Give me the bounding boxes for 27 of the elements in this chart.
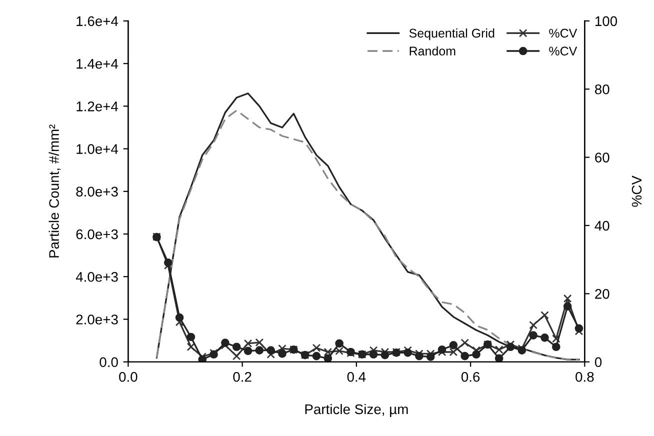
y-tick-label: 1.6e+4 [76, 16, 118, 26]
legend-label: Random [410, 46, 456, 56]
y2-tick-label: 100 [595, 16, 618, 26]
x-tick-label: 0.8 [576, 372, 594, 382]
legend-label: %CV [549, 46, 578, 56]
y-axis-title: Particle Count, #/mm² [48, 124, 61, 258]
x-axis-title: Particle Size, µm [305, 404, 408, 417]
legend-label: Sequential Grid [409, 28, 494, 40]
y2-tick-label: 80 [595, 84, 610, 94]
x-tick-label: 0.6 [461, 372, 480, 382]
legend-label: %CV [549, 28, 578, 38]
y-tick-label: 1.0e+4 [76, 144, 118, 154]
x-tick-label: 0.4 [347, 372, 366, 382]
y-tick-label: 4.0e+3 [76, 272, 118, 282]
y2-tick-label: 20 [595, 289, 610, 299]
y-tick-label: 1.2e+4 [76, 102, 118, 112]
y2-axis-title: %CV [632, 176, 642, 207]
x-tick-label: 0.0 [119, 372, 138, 382]
y-tick-label: 6.0e+3 [76, 229, 118, 240]
x-tick-label: 0.2 [233, 372, 252, 382]
y-tick-label: 1.4e+4 [76, 59, 118, 69]
y-tick-label: 2.0e+3 [76, 314, 118, 324]
y-tick-label: 8.0e+3 [76, 186, 118, 197]
y2-tick-label: 60 [595, 152, 610, 162]
y-tick-label: 0.0 [100, 357, 118, 368]
y2-tick-label: 40 [594, 220, 610, 231]
y2-tick-label: 0 [594, 357, 602, 368]
